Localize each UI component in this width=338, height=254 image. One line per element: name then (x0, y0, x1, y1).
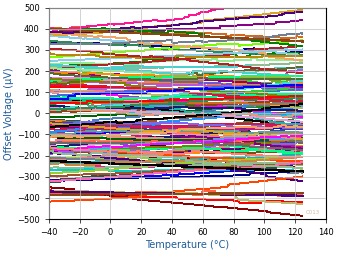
Text: C013: C013 (306, 210, 320, 215)
X-axis label: Temperature (°C): Temperature (°C) (145, 240, 230, 250)
Y-axis label: Offset Voltage (µV): Offset Voltage (µV) (4, 67, 14, 160)
